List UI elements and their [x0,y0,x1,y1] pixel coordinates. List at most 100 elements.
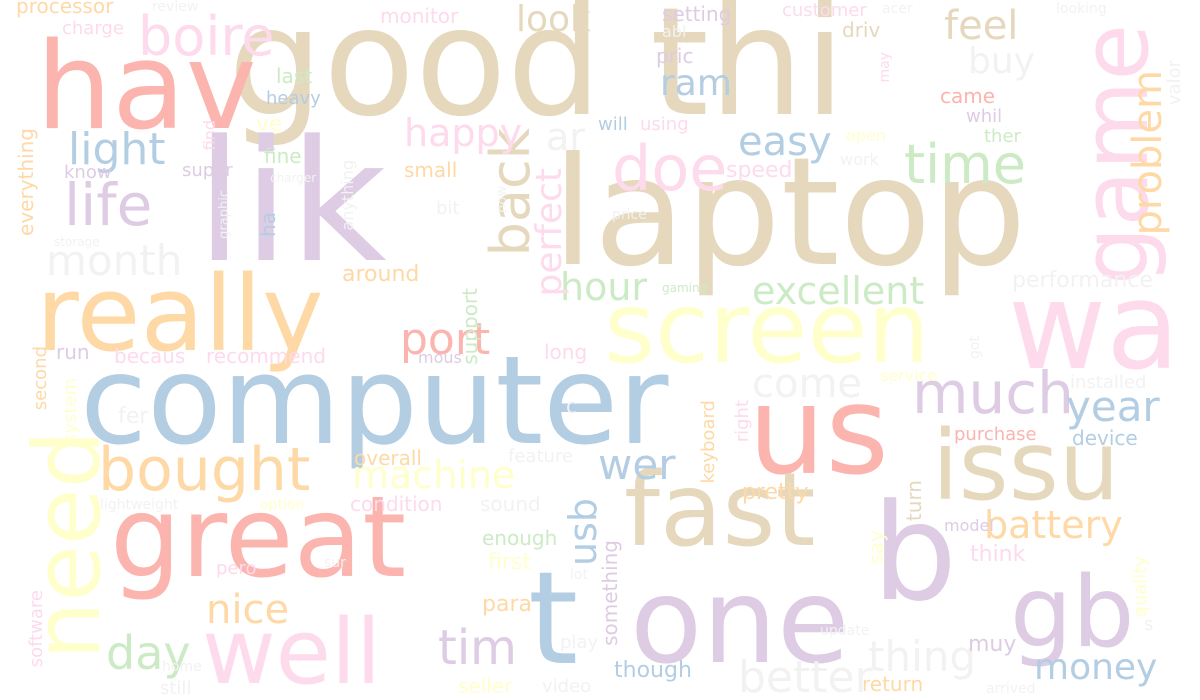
word-pretty: pretty [742,480,809,505]
word-recommend: recommend [206,344,326,368]
word-feel: feel [944,3,1019,49]
word-great: great [110,473,407,603]
word-purchase: purchase [954,424,1037,445]
word-keyboard: keyboard [698,400,719,484]
word-year: year [1066,382,1160,431]
word-ar: ar [546,115,585,159]
word-will: will [598,114,628,135]
word-everything: everything [14,128,38,236]
word-wer: wer [598,440,676,489]
word-port: port [400,314,491,365]
word-c: c [566,394,577,418]
word-hour: hour [560,265,648,309]
word-perfect: perfect [529,168,570,297]
word-feature: feature [508,446,573,467]
word-overall: overall [354,446,422,470]
word-issu: issu [932,410,1120,522]
word-quality: quality [1130,556,1151,618]
word-customer: customer [782,0,867,21]
word-turn: turn [902,480,926,522]
word-anything: anything [338,160,357,231]
word-review: review [152,0,199,15]
word-muy: muy [968,632,1017,657]
word-pric: pric [656,44,694,68]
word-system: system [60,378,81,444]
word-bought: bought [98,435,311,505]
word-device: device [1072,426,1138,450]
word-speed: speed [726,158,793,183]
word-came: came [940,84,996,108]
word-para: para [482,592,532,617]
word-installed: installed [1070,372,1147,393]
word-better: better [738,652,873,700]
word-second: second [30,346,51,411]
word-open: open [846,126,886,145]
word-monitor: monitor [380,4,459,28]
word-much: much [912,359,1074,427]
word-setting: setting [662,2,732,26]
word-home: home [162,659,202,675]
word-pero: pero [216,558,257,579]
word-condition: condition [350,492,443,516]
word-acer: acer [882,1,913,17]
word-gaming: gaming [662,281,708,295]
word-ve: ve [256,112,283,137]
word-really: really [36,253,324,375]
word-long: long [544,340,588,364]
word-buy: buy [968,41,1035,82]
word-thing: thing [868,632,977,681]
word-doe: doe [612,132,728,205]
word-heavy: heavy [266,88,321,109]
word-abl: abl [662,22,687,41]
word-driv: driv [842,18,881,42]
word-computer: computer [80,330,669,472]
word-machine: machine [352,453,516,497]
word-something: something [598,540,622,646]
word-model: model [944,516,994,535]
word-valor: valor [1164,60,1185,106]
word-graphic: graphic [217,190,232,239]
word-hav: hav [36,18,257,157]
word-return: return [862,672,924,696]
word-wa: wa [1008,258,1180,397]
word-enough: enough [482,526,558,550]
word-lightweight: lightweight [100,497,179,513]
word-option: option [260,497,305,513]
word-well: well [202,600,381,700]
word-us: us [748,360,889,502]
word-now: now [495,186,510,213]
word-easy: easy [738,119,832,165]
word-know: know [64,162,112,183]
word-charge: charge [62,18,124,39]
word-battery: battery [984,503,1123,547]
word-s: s [1144,614,1154,635]
word-good: good [228,0,602,150]
word-come: come [752,361,863,407]
word-month: month [46,236,183,285]
word-ha: ha [256,212,280,237]
word-t: t [528,545,579,694]
word-fer: fer [118,404,149,429]
word-using: using [640,114,689,135]
word-life: life [64,171,153,239]
word-nice: nice [206,587,290,633]
word-ther: ther [984,126,1021,147]
word-lot: lot [570,567,588,583]
word-boire: boire [138,5,275,68]
word-time: time [904,133,1027,196]
word-super: super [182,160,233,181]
word-sur: sur [324,555,346,571]
word-seller: seller [458,674,513,698]
word-though: though [614,658,692,683]
word-right: right [732,400,753,443]
word-got: got [967,336,983,359]
word-gb: gb [1010,556,1135,670]
word-first: first [488,550,531,575]
word-software: software [26,590,47,668]
word-run: run [56,340,90,364]
word-problem: problem [1125,70,1171,236]
word-performance: performance [1012,268,1153,293]
word-sound: sound [480,492,541,516]
word-money: money [1034,647,1158,688]
word-think: think [970,542,1026,567]
